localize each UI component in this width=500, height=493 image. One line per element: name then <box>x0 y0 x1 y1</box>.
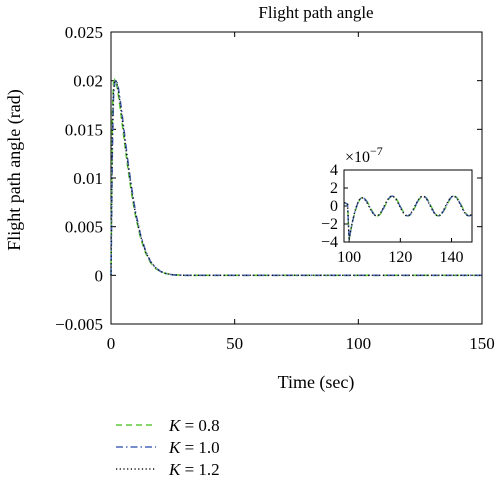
y-tick-label: 0.025 <box>65 23 103 42</box>
series-line-3 <box>110 79 482 277</box>
legend-variable: K <box>168 438 182 457</box>
inset-y-tick-label: −4 <box>321 234 338 251</box>
legend-variable: K <box>168 460 182 479</box>
y-tick-label: 0 <box>95 266 104 285</box>
x-tick-label: 100 <box>346 334 372 353</box>
x-tick-label: 50 <box>226 334 243 353</box>
y-tick-label: 0.02 <box>73 72 103 91</box>
legend-variable: K <box>168 416 182 435</box>
legend-label-3: K = 1.2 <box>168 460 220 479</box>
legend-value: = 1.0 <box>180 438 219 457</box>
legend-label-2: K = 1.0 <box>168 438 220 457</box>
inset-y-tick-label: 4 <box>330 162 338 179</box>
x-tick-label: 0 <box>107 334 116 353</box>
inset-scale-label: ×10−7 <box>345 144 383 166</box>
inset-lines <box>343 195 473 241</box>
inset-y-tick-label: 2 <box>330 180 338 197</box>
chart-title: Flight path angle <box>258 3 373 22</box>
inset-x-tick-label: 100 <box>337 249 361 266</box>
legend-value: = 0.8 <box>180 416 219 435</box>
inset-x-tick-label: 140 <box>440 249 464 266</box>
y-tick-label: 0.005 <box>65 218 103 237</box>
inset-y-tick-label: −2 <box>321 216 338 233</box>
series-lines <box>110 77 482 277</box>
x-axis-label: Time (sec) <box>278 372 355 393</box>
inset-scale-base: ×10 <box>345 149 370 166</box>
inset-x-tick-label: 120 <box>388 249 412 266</box>
x-tick-label: 150 <box>469 334 495 353</box>
inset-series-line-3 <box>343 195 473 241</box>
inset-y-tick-label: 0 <box>330 198 338 215</box>
y-tick-label: 0.01 <box>73 169 103 188</box>
y-tick-label: 0.015 <box>65 120 103 139</box>
legend-value: = 1.2 <box>180 460 219 479</box>
y-tick-label: −0.005 <box>55 315 103 334</box>
legend: K = 0.8K = 1.0K = 1.2 <box>116 416 220 479</box>
y-axis-ticks: −0.005 0 0.005 0.01 0.015 0.02 0.025 <box>55 23 482 334</box>
y-axis-label: Flight path angle (rad) <box>4 89 25 250</box>
inset-scale-exponent: −7 <box>370 144 383 158</box>
x-axis-ticks: 0 50 100 150 <box>107 32 495 353</box>
legend-label-1: K = 0.8 <box>168 416 220 435</box>
inset-frame <box>343 169 473 243</box>
